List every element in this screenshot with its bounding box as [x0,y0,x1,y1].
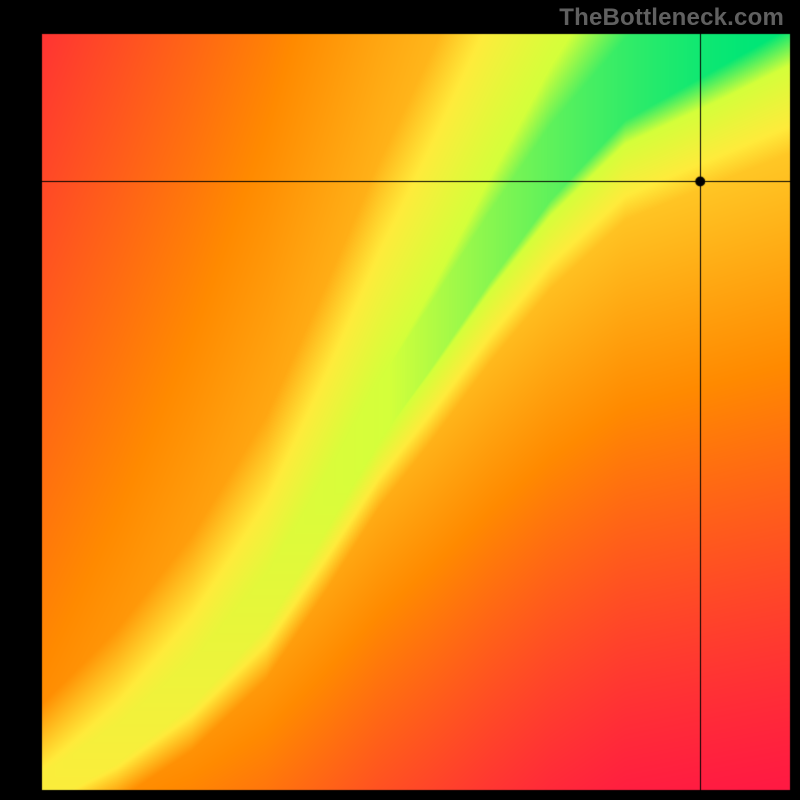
chart-container: TheBottleneck.com [0,0,800,800]
bottleneck-heatmap [0,0,800,800]
watermark-text: TheBottleneck.com [559,4,784,32]
